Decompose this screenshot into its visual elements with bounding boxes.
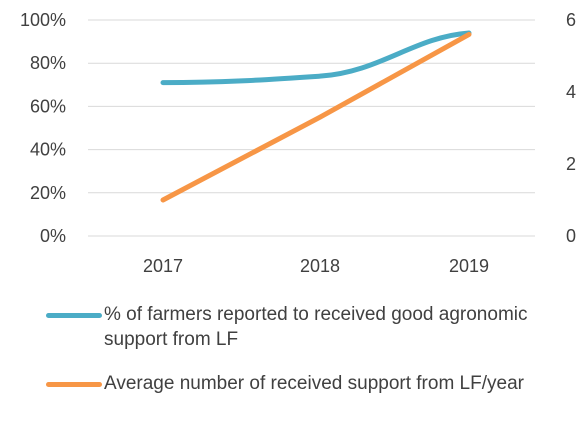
line-chart: 0% 20% 40% 60% 80% 100% 0 2 4 6 2017 2018 2019 xyxy=(20,10,576,276)
legend-entry-farmers-percent: % of farmers reported to received good a… xyxy=(46,302,576,352)
series-line-farmers-percent xyxy=(160,30,472,86)
x-tick-label: 2019 xyxy=(449,256,489,276)
y-axis-left: 0% 20% 40% 60% 80% 100% xyxy=(20,10,66,246)
legend-entry-average-support: Average number of received support from … xyxy=(46,371,576,396)
gridlines xyxy=(88,19,535,237)
y-left-tick-label: 100% xyxy=(20,10,66,30)
x-axis: 2017 2018 2019 xyxy=(143,256,489,276)
y-right-tick-label: 0 xyxy=(566,226,576,246)
x-tick-label: 2017 xyxy=(143,256,183,276)
y-left-tick-label: 60% xyxy=(30,96,66,116)
series-lines xyxy=(160,30,472,203)
y-axis-right: 0 2 4 6 xyxy=(566,10,576,246)
y-left-tick-label: 80% xyxy=(30,53,66,73)
legend-label-average-support: Average number of received support from … xyxy=(104,373,524,394)
y-right-tick-label: 4 xyxy=(566,82,576,102)
y-left-tick-label: 0% xyxy=(40,226,66,246)
x-tick-label: 2018 xyxy=(300,256,340,276)
y-left-tick-label: 40% xyxy=(30,140,66,160)
y-right-tick-label: 2 xyxy=(566,154,576,174)
y-left-tick-label: 20% xyxy=(30,183,66,203)
legend-swatch-average-support xyxy=(46,382,102,387)
legend-label-farmers-percent: % of farmers reported to received good a… xyxy=(104,304,528,350)
legend-swatch-farmers-percent xyxy=(46,313,102,318)
y-right-tick-label: 6 xyxy=(566,10,576,30)
series-line-average-support xyxy=(160,31,472,203)
